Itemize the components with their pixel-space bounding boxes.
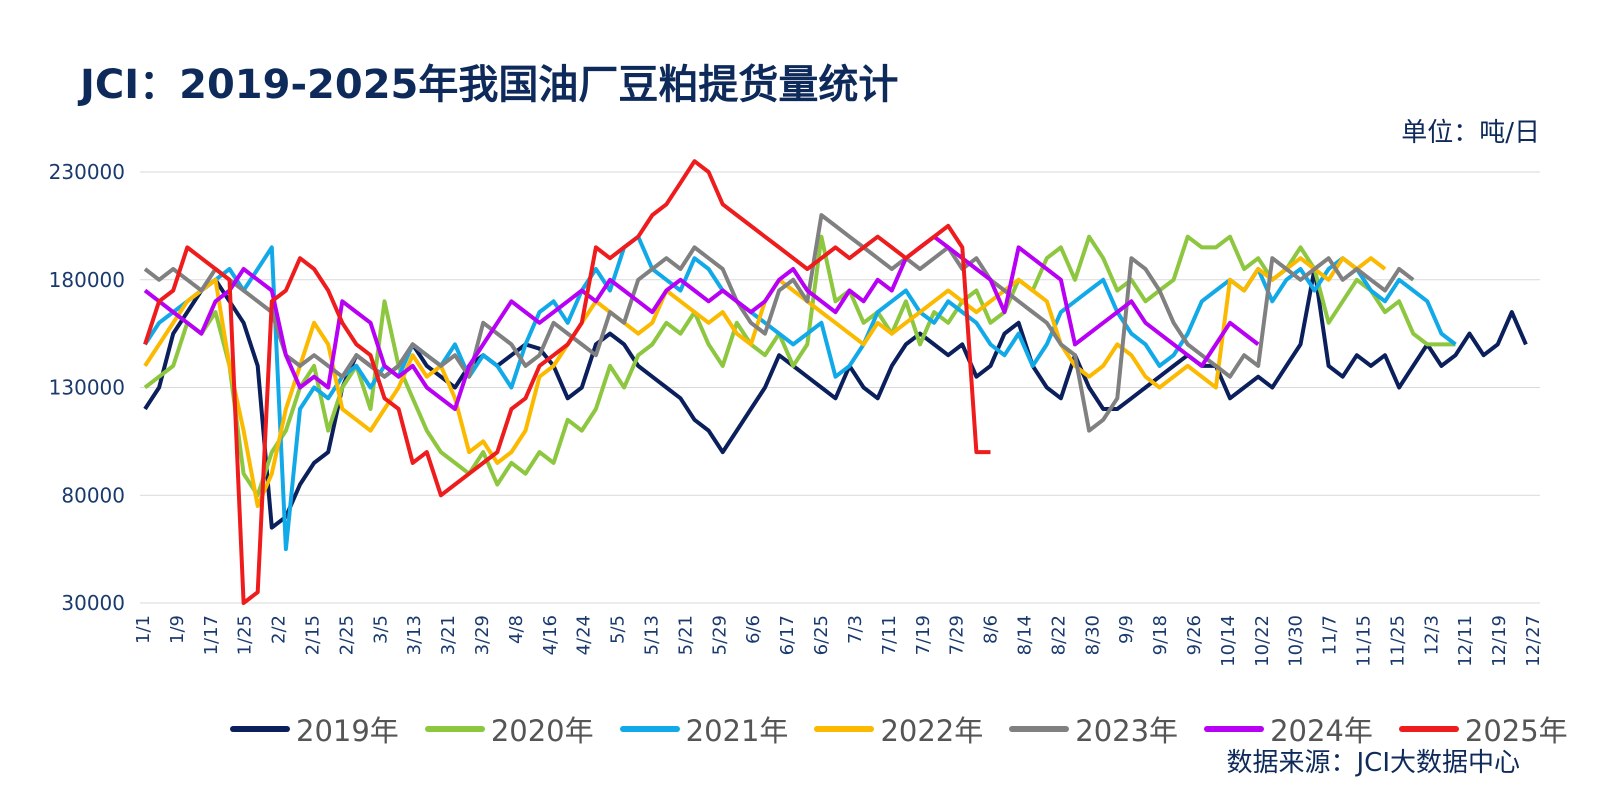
x-tick-label: 7/3 — [845, 615, 866, 644]
legend-item: 2021年 — [619, 708, 789, 750]
legend-item: 2020年 — [424, 708, 594, 750]
x-tick-label: 1/25 — [235, 615, 256, 655]
source-label: 数据来源：JCI大数据中心 — [1226, 748, 1521, 778]
x-tick-label: 12/19 — [1489, 615, 1510, 667]
x-tick-label: 5/13 — [642, 615, 663, 655]
unit-label: 单位：吨/日 — [1401, 118, 1540, 148]
legend-swatch — [1204, 726, 1265, 732]
x-tick-label: 4/16 — [540, 615, 561, 655]
legend-label: 2020年 — [490, 714, 594, 748]
legend-item: 2023年 — [1009, 708, 1178, 750]
x-tick-label: 12/11 — [1455, 615, 1476, 667]
x-tick-label: 12/3 — [1421, 615, 1442, 655]
x-axis-ticks: 1/1 1/9 1/17 1/25 2/2 2/15 2/25 3/5 3/13 3/21 3/29… — [133, 615, 1544, 667]
x-tick-label: 7/29 — [947, 615, 968, 655]
x-tick-label: 2/25 — [336, 615, 357, 655]
x-tick-label: 4/8 — [506, 615, 527, 644]
x-tick-label: 10/22 — [1252, 615, 1273, 667]
x-tick-label: 5/5 — [608, 615, 629, 644]
y-tick-label: 130000 — [49, 376, 125, 400]
x-tick-label: 2/15 — [303, 615, 324, 655]
x-tick-label: 3/21 — [438, 615, 459, 655]
legend-label: 2025年 — [1464, 714, 1568, 748]
x-tick-label: 8/30 — [1082, 615, 1103, 655]
y-tick-label: 230000 — [49, 160, 125, 184]
series-line-2025年 — [143, 159, 991, 605]
legend-label: 2024年 — [1270, 714, 1373, 748]
legend-swatch — [1398, 726, 1459, 732]
legend-item: 2022年 — [814, 708, 983, 750]
series-line-2024年 — [143, 234, 1260, 411]
x-tick-label: 7/19 — [913, 615, 934, 655]
y-tick-label: 80000 — [61, 483, 125, 507]
x-tick-label: 3/5 — [370, 615, 391, 644]
y-tick-label: 30000 — [61, 591, 125, 615]
legend-swatch — [424, 726, 485, 732]
legend-swatch — [814, 726, 875, 732]
x-tick-label: 6/25 — [811, 615, 832, 655]
x-tick-label: 5/21 — [675, 615, 696, 655]
x-tick-label: 4/24 — [574, 615, 595, 655]
series-lines — [143, 159, 1528, 605]
legend-label: 2021年 — [685, 714, 789, 748]
x-tick-label: 8/14 — [1014, 615, 1035, 655]
x-tick-label: 1/1 — [133, 615, 154, 644]
legend-item: 2024年 — [1204, 708, 1373, 750]
x-tick-label: 3/29 — [472, 615, 493, 655]
legend-label: 2019年 — [296, 714, 399, 748]
y-tick-label: 180000 — [49, 268, 125, 292]
x-tick-label: 6/17 — [777, 615, 798, 655]
y-axis-ticks: 30000 80000 130000 180000 230000 — [49, 160, 125, 615]
x-tick-label: 3/13 — [404, 615, 425, 655]
x-tick-label: 11/15 — [1353, 615, 1374, 667]
legend-item: 2019年 — [230, 708, 399, 750]
x-tick-label: 10/30 — [1286, 615, 1307, 667]
legend-label: 2023年 — [1075, 714, 1179, 748]
x-tick-label: 2/2 — [269, 615, 290, 644]
x-tick-label: 11/25 — [1387, 615, 1408, 667]
x-tick-label: 9/26 — [1184, 615, 1205, 655]
x-tick-label: 12/27 — [1523, 615, 1544, 667]
x-tick-label: 9/18 — [1150, 615, 1171, 655]
legend-swatch — [230, 726, 290, 732]
x-tick-label: 1/17 — [201, 615, 222, 655]
series-line-2020年 — [143, 234, 1456, 498]
legend-label: 2022年 — [880, 714, 984, 748]
legend: 2019年 2020年 2021年 2022年 2023年 2024年 2025年 — [230, 708, 1568, 750]
x-tick-label: 7/11 — [879, 615, 900, 655]
x-tick-label: 11/7 — [1320, 615, 1341, 655]
x-tick-label: 1/9 — [167, 615, 188, 644]
legend-item: 2025年 — [1398, 708, 1568, 750]
x-tick-label: 6/6 — [743, 615, 764, 644]
x-tick-label: 9/9 — [1116, 615, 1137, 644]
x-tick-label: 10/14 — [1218, 615, 1239, 667]
legend-swatch — [619, 726, 680, 732]
chart-title: JCI：2019-2025年我国油厂豆粕提货量统计 — [80, 62, 899, 108]
x-tick-label: 8/22 — [1048, 615, 1069, 655]
x-tick-label: 8/6 — [981, 615, 1002, 644]
legend-swatch — [1009, 726, 1070, 732]
x-tick-label: 5/29 — [709, 615, 730, 655]
series-line-2023年 — [143, 213, 1415, 433]
